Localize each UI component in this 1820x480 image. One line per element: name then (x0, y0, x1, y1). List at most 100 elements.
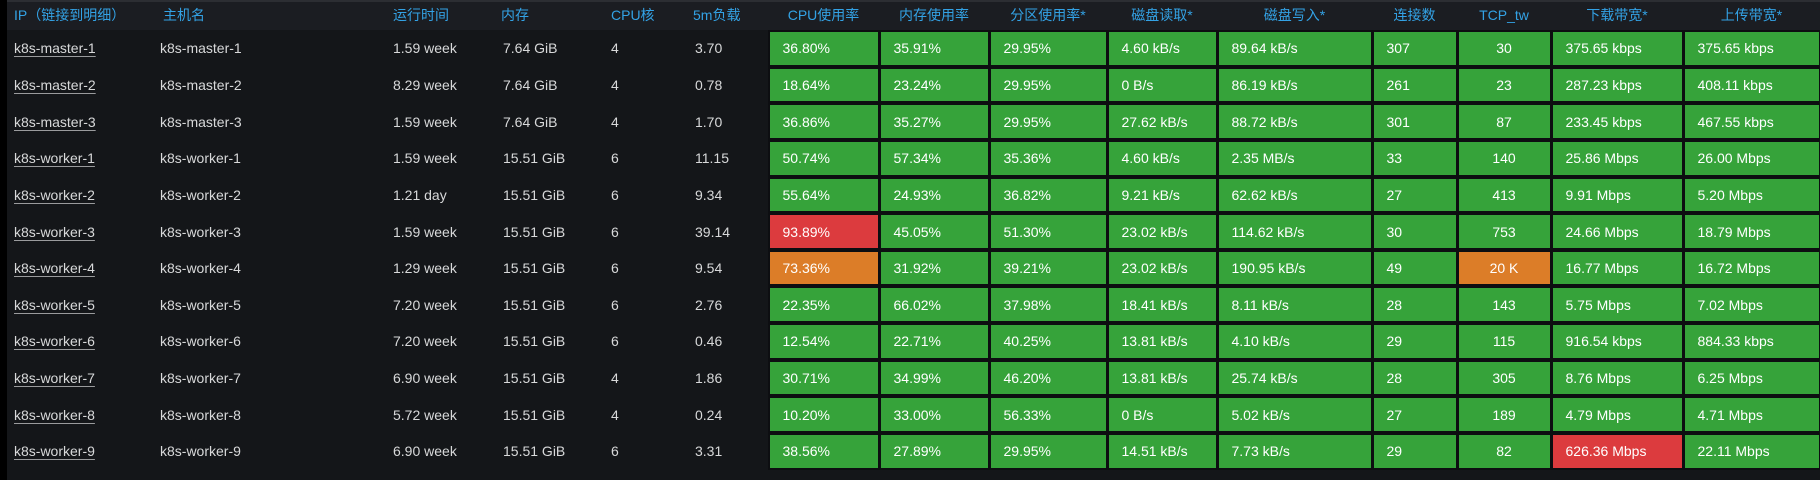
cell-tcp_tw-badge: 753 (1458, 215, 1550, 248)
cell-upload_bw-badge: 4.71 Mbps (1684, 398, 1819, 432)
cell-part_usage: 35.36% (989, 139, 1107, 177)
ip-link[interactable]: k8s-worker-5 (14, 296, 95, 313)
cell-upload_bw-badge: 6.25 Mbps (1684, 361, 1819, 395)
cell-cpu_usage-badge: 38.56% (769, 435, 878, 468)
cell-mem_usage-badge: 34.99% (880, 361, 988, 395)
column-header-disk_write[interactable]: 磁盘写入* (1263, 7, 1326, 23)
column-header-load5m[interactable]: 5m负载 (693, 7, 741, 23)
cell-download_bw: 4.79 Mbps (1551, 396, 1683, 434)
cell-cpu_usage-badge: 36.80% (769, 32, 878, 65)
column-header-upload_bw[interactable]: 上传带宽* (1720, 7, 1783, 23)
cell-hostname: k8s-worker-7 (160, 370, 241, 387)
cell-hostname: k8s-worker-6 (160, 333, 241, 350)
cell-disk_write-badge: 2.35 MB/s (1218, 141, 1371, 175)
cell-tcp_tw: 143 (1457, 286, 1551, 324)
cell-memory: 15.51 GiB (503, 260, 566, 277)
cell-cpu_usage-badge: 10.20% (769, 398, 878, 432)
cell-hostname: k8s-worker-3 (160, 223, 241, 240)
cell-hostname: k8s-worker-5 (160, 296, 241, 313)
ip-link[interactable]: k8s-master-3 (14, 113, 96, 130)
cell-hostname: k8s-worker-9 (160, 443, 241, 460)
cell-cpu_cores: 4 (611, 406, 619, 423)
column-header-ip[interactable]: IP（链接到明细） (14, 7, 126, 23)
cell-mem_usage: 27.89% (879, 433, 989, 470)
column-header-uptime[interactable]: 运行时间 (393, 7, 449, 23)
column-header-hostname[interactable]: 主机名 (163, 7, 205, 23)
cell-ip: k8s-master-3 (0, 103, 155, 140)
cell-load5m: 0.24 (695, 406, 723, 423)
cell-part_usage: 29.95% (989, 30, 1107, 67)
cell-tcp_tw: 87 (1457, 103, 1551, 140)
cell-upload_bw: 375.65 kbps (1683, 30, 1820, 67)
column-header-memory[interactable]: 内存 (501, 7, 529, 23)
column-header-cpu_cores[interactable]: CPU核 (611, 7, 655, 23)
column-header-disk_read[interactable]: 磁盘读取* (1131, 7, 1193, 23)
cell-disk_write-badge: 4.10 kB/s (1218, 325, 1371, 358)
cell-disk_write-badge: 25.74 kB/s (1218, 361, 1371, 395)
column-header-tcp_tw[interactable]: TCP_tw (1479, 7, 1529, 23)
cell-connections-badge: 27 (1373, 398, 1456, 432)
cell-disk_read: 23.02 kB/s (1107, 249, 1217, 287)
cell-disk_read-badge: 27.62 kB/s (1108, 105, 1216, 138)
cell-connections: 28 (1372, 359, 1457, 397)
cell-disk_read: 18.41 kB/s (1107, 286, 1217, 324)
cell-cpu_cores: 6 (611, 186, 619, 203)
cell-memory: 15.51 GiB (503, 406, 566, 423)
ip-link[interactable]: k8s-worker-3 (14, 223, 95, 240)
cell-cpu_cores: 6 (611, 150, 619, 167)
ip-link[interactable]: k8s-worker-2 (14, 186, 95, 203)
cell-load5m: 3.70 (695, 40, 723, 57)
column-header-connections[interactable]: 连接数 (1393, 7, 1436, 23)
ip-link[interactable]: k8s-worker-4 (14, 260, 95, 277)
cell-disk_read-badge: 23.02 kB/s (1108, 251, 1216, 285)
column-header-mem_usage[interactable]: 内存使用率 (899, 7, 969, 23)
ip-link[interactable]: k8s-worker-6 (14, 333, 95, 350)
cell-part_usage-badge: 51.30% (990, 215, 1106, 248)
cell-mem_usage: 33.00% (879, 396, 989, 434)
cell-connections-badge: 30 (1373, 215, 1456, 248)
cell-disk_write: 2.35 MB/s (1217, 139, 1372, 177)
column-header-download_bw[interactable]: 下载带宽* (1586, 7, 1648, 23)
ip-link[interactable]: k8s-worker-8 (14, 406, 95, 423)
cell-mem_usage: 35.27% (879, 103, 989, 140)
cell-part_usage-badge: 37.98% (990, 288, 1106, 322)
ip-link[interactable]: k8s-master-2 (14, 76, 96, 93)
cell-disk_write-badge: 86.19 kB/s (1218, 68, 1371, 102)
cell-memory: 7.64 GiB (503, 113, 558, 130)
ip-link[interactable]: k8s-worker-9 (14, 443, 95, 460)
cell-connections: 301 (1372, 103, 1457, 140)
cell-download_bw-badge: 8.76 Mbps (1552, 361, 1682, 395)
cell-download_bw-badge: 233.45 kbps (1552, 105, 1682, 138)
cell-mem_usage: 35.91% (879, 30, 989, 67)
cell-part_usage: 29.95% (989, 103, 1107, 140)
cell-download_bw-badge: 4.79 Mbps (1552, 398, 1682, 432)
ip-link[interactable]: k8s-master-1 (14, 40, 96, 57)
cell-mem_usage: 45.05% (879, 213, 989, 250)
cell-memory: 15.51 GiB (503, 370, 566, 387)
cell-cpu_usage-badge: 30.71% (769, 361, 878, 395)
table-row: k8s-worker-3 k8s-worker-3 1.59 week 15.51 G… (0, 213, 1820, 250)
cell-cpu_cores: 6 (611, 260, 619, 277)
cell-load5m: 0.46 (695, 333, 723, 350)
cell-upload_bw: 26.00 Mbps (1683, 139, 1820, 177)
ip-link[interactable]: k8s-worker-1 (14, 150, 95, 167)
cell-mem_usage-badge: 35.91% (880, 32, 988, 65)
cell-upload_bw: 467.55 kbps (1683, 103, 1820, 140)
cell-part_usage: 40.25% (989, 323, 1107, 360)
column-header-part_usage[interactable]: 分区使用率* (1010, 7, 1086, 23)
cell-ip: k8s-worker-6 (0, 323, 155, 360)
cell-cpu_cores: 4 (611, 370, 619, 387)
cell-disk_write-badge: 7.73 kB/s (1218, 435, 1371, 468)
cell-tcp_tw: 140 (1457, 139, 1551, 177)
cell-disk_write: 7.73 kB/s (1217, 433, 1372, 470)
column-header-cpu_usage[interactable]: CPU使用率 (787, 7, 860, 23)
cell-part_usage: 46.20% (989, 359, 1107, 397)
cell-tcp_tw-badge: 20 K (1458, 251, 1550, 285)
cell-disk_read: 0 B/s (1107, 66, 1217, 104)
cell-disk_read-badge: 13.81 kB/s (1108, 325, 1216, 358)
cell-tcp_tw: 753 (1457, 213, 1551, 250)
cell-tcp_tw-badge: 140 (1458, 141, 1550, 175)
cell-hostname: k8s-worker-4 (160, 260, 241, 277)
cell-memory: 15.51 GiB (503, 223, 566, 240)
ip-link[interactable]: k8s-worker-7 (14, 370, 95, 387)
